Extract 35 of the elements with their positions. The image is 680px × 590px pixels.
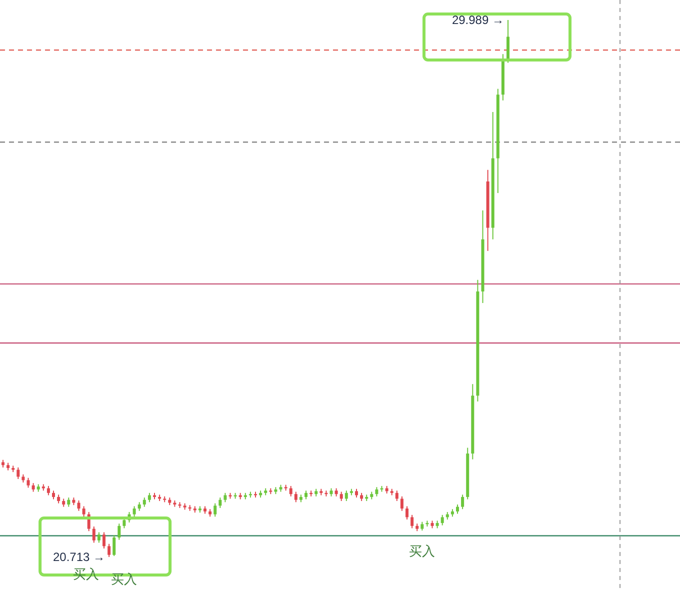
candlestick [77, 500, 80, 512]
candlestick [375, 486, 378, 497]
candlestick [97, 532, 100, 544]
candlestick [344, 490, 348, 502]
candlestick [294, 491, 298, 503]
text: 买入 [111, 572, 137, 588]
annotation: 20.713 → [53, 550, 106, 564]
candlestick [395, 490, 398, 502]
candlestick [406, 506, 408, 520]
candlestick [461, 494, 464, 510]
candlestick [132, 506, 136, 518]
candlestick [102, 532, 106, 549]
candlestick [108, 543, 111, 558]
candlestick [148, 492, 151, 503]
candlestick [16, 466, 20, 480]
annotation: 29.989 → [452, 13, 504, 28]
candlestick [340, 491, 343, 502]
candlestick [218, 497, 222, 508]
candlestick [67, 497, 70, 508]
candlestick [92, 526, 96, 544]
candlestick [26, 477, 30, 488]
candlestick [289, 485, 292, 497]
annotation: 买入 [409, 544, 435, 560]
candlestick [400, 496, 404, 512]
candlestick [82, 506, 86, 518]
candlestick [440, 514, 444, 526]
candlestick [506, 20, 510, 64]
candlestick [410, 514, 414, 529]
candlestick [456, 504, 459, 514]
candlestick [142, 497, 146, 508]
candlestick [118, 523, 121, 540]
candlestick [112, 534, 116, 557]
candlestick [214, 502, 217, 518]
candlestick [224, 492, 227, 503]
candlestick [46, 485, 50, 496]
